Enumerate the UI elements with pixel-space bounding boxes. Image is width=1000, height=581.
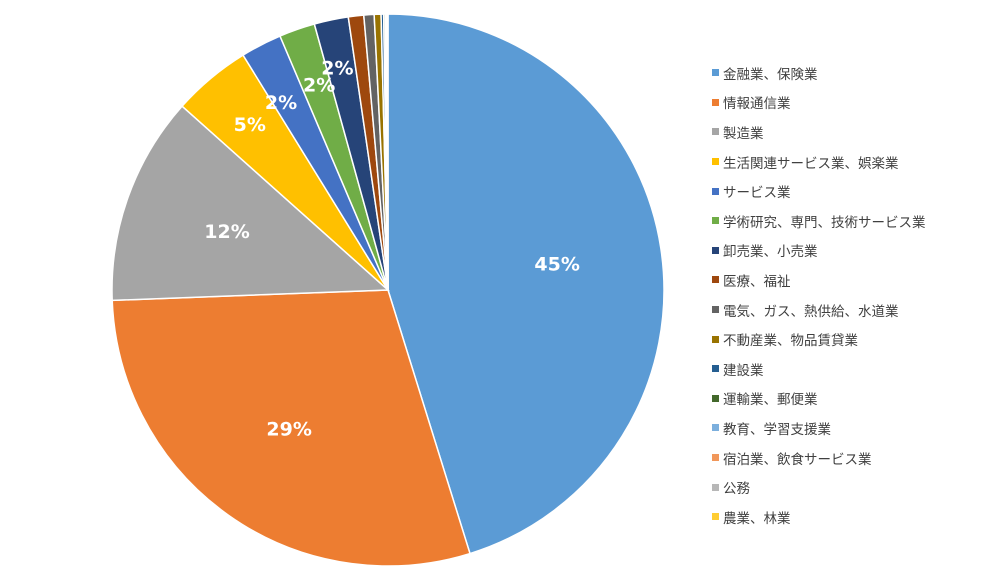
- legend-item: 学術研究、専門、技術サービス業: [712, 206, 926, 236]
- legend-swatch: [712, 246, 719, 254]
- legend-label: 製造業: [723, 125, 764, 142]
- legend-label: 不動産業、物品賃貸業: [723, 333, 858, 350]
- legend-item: 運輸業、郵便業: [712, 384, 926, 414]
- legend-label: 医療、福祉: [723, 273, 791, 290]
- legend-item: 宿泊業、飲食サービス業: [712, 443, 926, 473]
- slice-data-label: 2%: [321, 58, 353, 80]
- legend-swatch: [712, 513, 719, 521]
- pie-slice: [387, 13, 665, 555]
- legend-swatch: [712, 69, 719, 77]
- legend-swatch: [712, 424, 719, 432]
- legend-item: 電気、ガス、熱供給、水道業: [712, 295, 926, 325]
- legend-swatch: [712, 217, 719, 225]
- legend-label: 教育、学習支援業: [723, 421, 831, 438]
- legend-swatch: [712, 454, 719, 462]
- legend-label: 電気、ガス、熱供給、水道業: [723, 303, 899, 320]
- legend-swatch: [712, 365, 719, 373]
- legend-item: 医療、福祉: [712, 265, 926, 295]
- legend-label: 宿泊業、飲食サービス業: [723, 451, 872, 468]
- legend-item: 生活関連サービス業、娯楽業: [712, 147, 926, 177]
- legend-swatch: [712, 335, 719, 343]
- slice-data-label: 5%: [234, 114, 266, 136]
- legend-label: 情報通信業: [723, 96, 791, 113]
- legend-item: 卸売業、小売業: [712, 236, 926, 266]
- legend-swatch: [712, 276, 719, 284]
- pie-slice: [111, 105, 390, 302]
- legend-swatch: [712, 98, 719, 106]
- legend-item: 不動産業、物品賃貸業: [712, 324, 926, 354]
- legend-label: 金融業、保険業: [723, 66, 818, 83]
- legend-swatch: [712, 128, 719, 136]
- legend-label: 卸売業、小売業: [723, 244, 818, 261]
- pie-labels: 45%29%12%5%2%2%2%: [204, 58, 580, 441]
- legend-item: 金融業、保険業: [712, 58, 926, 88]
- legend-item: サービス業: [712, 176, 926, 206]
- slice-data-label: 2%: [303, 75, 335, 97]
- legend-label: 運輸業、郵便業: [723, 392, 818, 409]
- legend-swatch: [712, 306, 719, 314]
- slice-data-label: 45%: [534, 253, 579, 275]
- pie-slices: [111, 13, 665, 567]
- legend-item: 教育、学習支援業: [712, 413, 926, 443]
- legend-swatch: [712, 483, 719, 491]
- legend-label: 公務: [723, 481, 750, 498]
- legend-label: 農業、林業: [723, 510, 791, 527]
- legend-label: サービス業: [723, 185, 791, 202]
- legend-label: 建設業: [723, 362, 764, 379]
- legend-label: 生活関連サービス業、娯楽業: [723, 155, 899, 172]
- legend-swatch: [712, 187, 719, 195]
- slice-data-label: 29%: [266, 419, 311, 441]
- legend-item: 農業、林業: [712, 502, 926, 532]
- slice-data-label: 2%: [265, 92, 297, 114]
- legend-swatch: [712, 158, 719, 166]
- legend-swatch: [712, 394, 719, 402]
- legend-item: 製造業: [712, 117, 926, 147]
- chart-legend: 金融業、保険業 情報通信業製造業生活関連サービス業、娯楽業 サービス業学術研究、専門…: [712, 58, 926, 532]
- legend-label: 学術研究、専門、技術サービス業: [723, 214, 926, 231]
- slice-data-label: 12%: [204, 221, 249, 243]
- pie-slice: [111, 289, 471, 567]
- legend-item: 建設業: [712, 354, 926, 384]
- legend-item: 情報通信業: [712, 88, 926, 118]
- legend-item: 公務: [712, 472, 926, 502]
